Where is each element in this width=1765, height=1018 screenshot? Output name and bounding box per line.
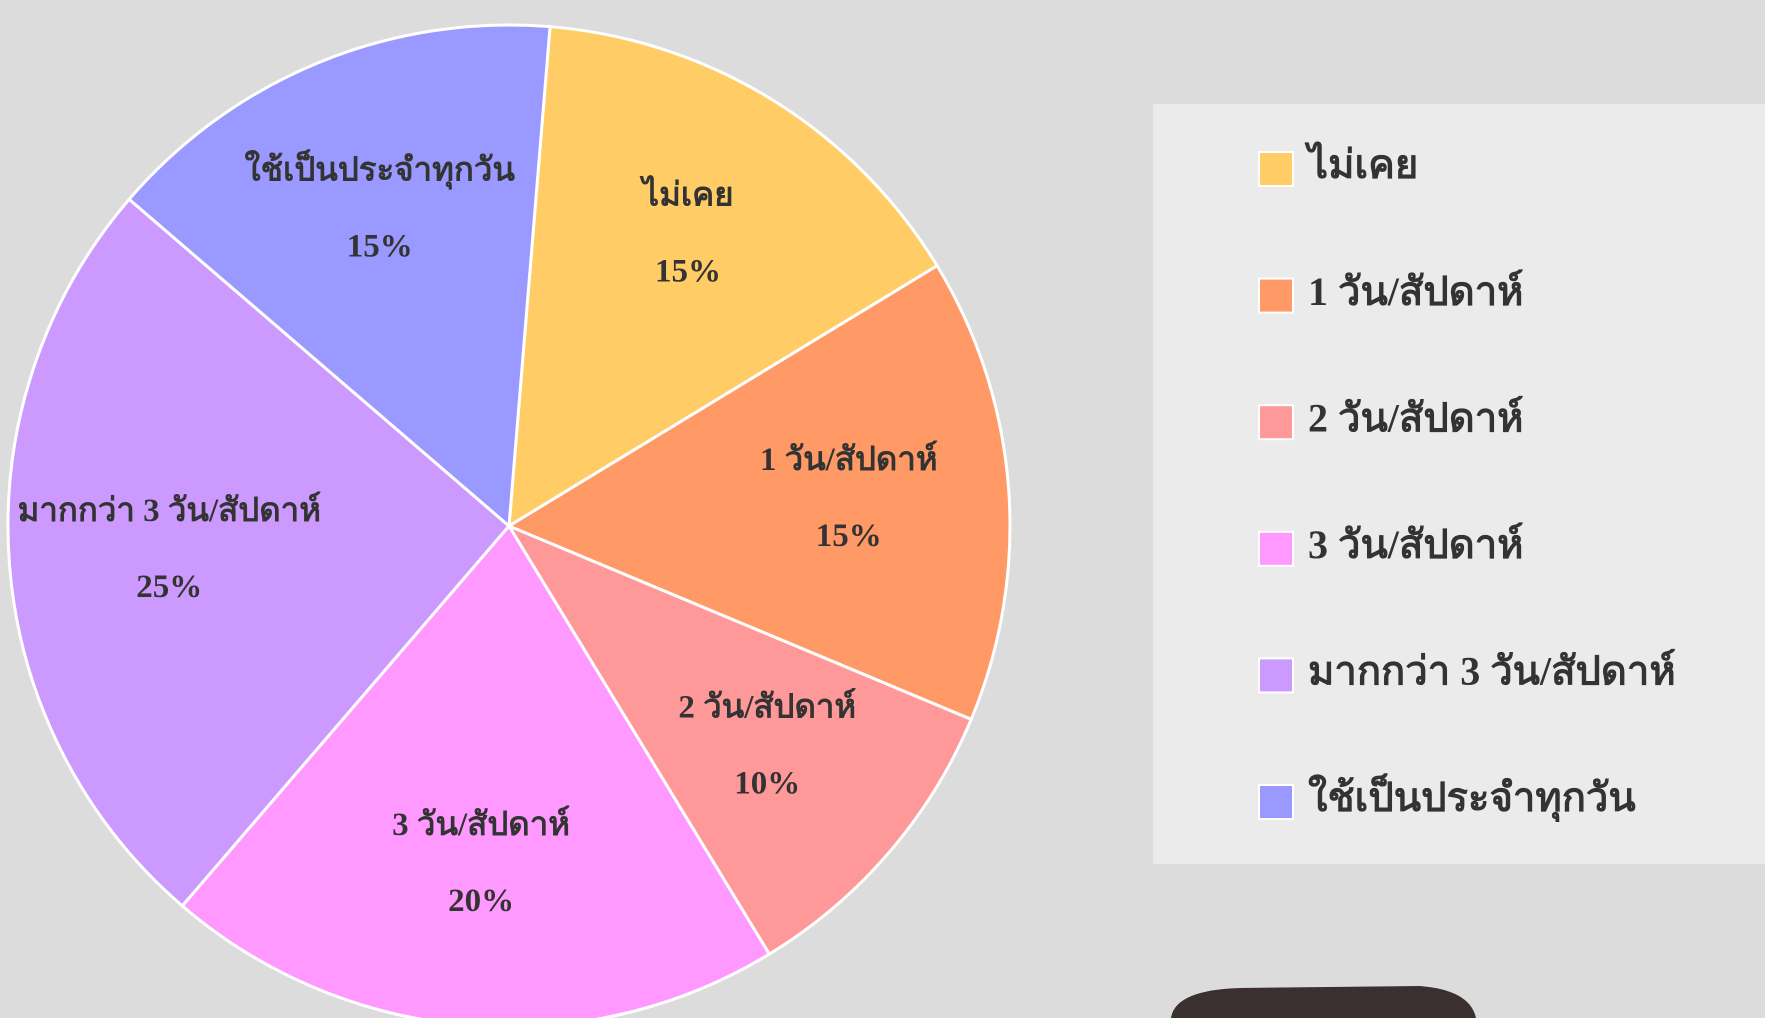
slice-label: มากกว่า 3 วัน/สัปดาห์ — [18, 491, 321, 529]
slice-label: 2 วัน/สัปดาห์ — [678, 688, 856, 726]
legend-label: มากกว่า 3 วัน/สัปดาห์ — [1308, 649, 1676, 694]
legend-swatch — [1259, 279, 1293, 313]
legend-label: 1 วัน/สัปดาห์ — [1308, 269, 1524, 314]
slice-value: 10% — [734, 766, 800, 802]
legend-box — [1153, 104, 1765, 864]
slice-value: 25% — [136, 569, 202, 605]
legend-swatch — [1259, 405, 1293, 439]
slice-value: 15% — [347, 228, 413, 264]
slice-label: 3 วัน/สัปดาห์ — [392, 805, 570, 843]
slice-value: 15% — [816, 518, 882, 554]
slice-value: 15% — [655, 254, 721, 290]
legend-swatch — [1259, 785, 1293, 819]
legend-swatch — [1259, 658, 1293, 692]
photo-fragment — [1171, 986, 1476, 1018]
slice-label: 1 วัน/สัปดาห์ — [760, 440, 938, 478]
legend-label: 2 วัน/สัปดาห์ — [1308, 395, 1524, 440]
slice-label: ไม่เคย — [639, 175, 733, 214]
legend-swatch — [1259, 152, 1293, 186]
slice-value: 20% — [448, 883, 514, 919]
chart: ไม่เคย 15% 1 วัน/สัปดาห์ 15% 2 วัน/สัปดาห์ 10… — [0, 0, 1765, 1018]
legend-swatch — [1259, 532, 1293, 566]
slice-label: ใช้เป็นประจำทุกวัน — [245, 148, 516, 190]
legend-label: 3 วัน/สัปดาห์ — [1308, 522, 1524, 567]
legend-label: ไม่เคย — [1304, 141, 1418, 187]
legend-label: ใช้เป็นประจำทุกวัน — [1308, 772, 1636, 823]
